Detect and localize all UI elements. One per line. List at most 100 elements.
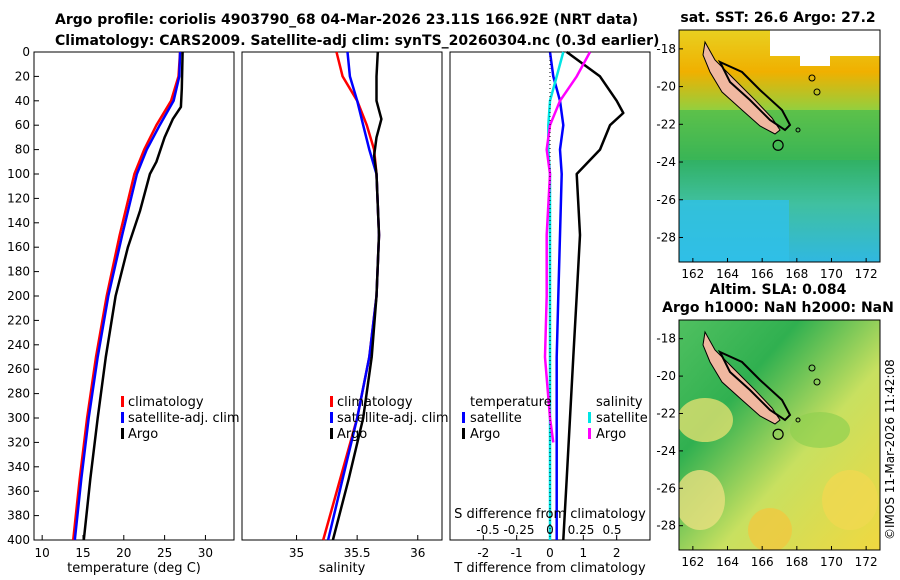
island-contour — [808, 74, 816, 82]
y-tick-label: 100 — [7, 167, 30, 181]
island-contour — [808, 364, 816, 372]
salinity-x-label: salinity — [319, 561, 366, 576]
sla-field-high — [679, 398, 733, 442]
legend-label-climatology: climatology — [128, 395, 204, 410]
legend-swatch-t-argo — [462, 428, 465, 439]
legend-swatch-climatology — [121, 396, 124, 407]
s-difference-tick-label: 0.5 — [602, 523, 621, 537]
temperature-x-ticks: 10 15 20 25 30 — [35, 535, 213, 560]
s-difference-tick-label: -0.25 — [503, 523, 534, 537]
map-x-tick-label: 166 — [751, 267, 774, 281]
map-y-tick-label: -22 — [656, 406, 676, 420]
s-difference-tick-label: 0.25 — [568, 523, 595, 537]
x-tick-label: 2 — [613, 546, 621, 560]
x-tick-label: 30 — [198, 546, 213, 560]
map-y-tick-label: -26 — [656, 193, 676, 207]
legend-title-salinity: salinity — [596, 395, 643, 410]
map-x-tick-label: 172 — [855, 267, 878, 281]
y-tick-label: 140 — [7, 216, 30, 230]
series-line-satellite-adj-clim — [73, 51, 182, 541]
legend-label-argo: Argo — [128, 427, 158, 442]
temperature-legend: climatology satellite-adj. clim Argo — [121, 395, 240, 442]
s-difference-ticks: -0.5 -0.25 0 0.25 0.5 — [476, 523, 621, 537]
legend-swatch-satellite — [330, 412, 333, 423]
map-x-tick-label: 164 — [716, 267, 739, 281]
y-tick-label: 380 — [7, 509, 30, 523]
difference-legend: temperature satellite Argo salinity sate… — [462, 395, 648, 442]
map-x-tick-label: 168 — [785, 555, 808, 569]
x-tick-label: 35.5 — [344, 546, 371, 560]
series-line-argo — [331, 51, 383, 541]
map-x-tick-label: 162 — [681, 555, 704, 569]
map-y-tick-label: -18 — [656, 332, 676, 346]
sst-map-frame — [678, 29, 881, 263]
sst-cloud-mask — [770, 30, 880, 56]
x-tick-label: 20 — [116, 546, 131, 560]
legend-swatch-argo — [330, 428, 333, 439]
map-x-tick-label: 164 — [716, 555, 739, 569]
map-x-tick-label: 168 — [785, 267, 808, 281]
map-y-tick-label: -18 — [656, 42, 676, 56]
map-y-tick-label: -20 — [656, 80, 676, 94]
argo-position-marker — [772, 428, 784, 440]
x-tick-label: 10 — [35, 546, 50, 560]
sla-field-mid — [790, 412, 850, 448]
x-tick-label: -1 — [511, 546, 523, 560]
island-contour — [813, 378, 821, 386]
x-tick-label: -2 — [477, 546, 489, 560]
salinity-legend: climatology satellite-adj. clim Argo — [330, 395, 449, 442]
y-tick-label: 260 — [7, 362, 30, 376]
sst-map-field — [679, 30, 880, 262]
legend-label-argo: Argo — [337, 427, 367, 442]
x-tick-label: 15 — [75, 546, 90, 560]
y-tick-label: 200 — [7, 289, 30, 303]
map-y-tick-label: -20 — [656, 369, 676, 383]
x-tick-label: 35 — [289, 546, 304, 560]
series-line-argo — [82, 51, 184, 541]
x-tick-label: 36 — [410, 546, 425, 560]
sla-field-high — [748, 508, 792, 550]
legend-swatch-s-satellite — [588, 412, 591, 423]
map-y-tick-label: -28 — [656, 230, 676, 244]
legend-label-satellite: satellite-adj. clim — [128, 411, 240, 426]
temperature-y-ticks: 0 20 40 60 80 100 120 140 160 180 200 220 240 260 280 3… — [7, 45, 39, 547]
map-x-tick-label: 172 — [855, 555, 878, 569]
s-difference-tick-label: -0.5 — [476, 523, 499, 537]
y-tick-label: 0 — [22, 45, 30, 59]
y-tick-label: 40 — [15, 94, 30, 108]
sst-map-ticks: 162 164 166 168 170 172 -18 -20 -22 -24 -26 -28 — [656, 42, 877, 281]
map-y-tick-label: -24 — [656, 444, 676, 458]
legend-label-t-satellite: satellite — [470, 411, 522, 426]
sla-field-high — [822, 470, 878, 530]
legend-title-temperature: temperature — [470, 395, 552, 410]
y-tick-label: 120 — [7, 191, 30, 205]
sst-field-cold-patch — [679, 200, 789, 262]
sst-map-title: sat. SST: 26.6 Argo: 27.2 — [680, 10, 875, 26]
x-tick-label: 25 — [157, 546, 172, 560]
series-line-satellite-adj-clim — [326, 51, 381, 541]
sst-cloud-mask — [800, 56, 830, 66]
y-tick-label: 360 — [7, 484, 30, 498]
temperature-x-label: temperature (deg C) — [67, 561, 201, 576]
island-contour — [795, 417, 801, 423]
y-tick-label: 20 — [15, 69, 30, 83]
salinity-series — [321, 51, 383, 541]
series-line-s-argo — [543, 51, 592, 443]
y-tick-label: 300 — [7, 411, 30, 425]
map-x-tick-label: 170 — [820, 555, 843, 569]
legend-label-s-satellite: satellite — [596, 411, 648, 426]
sla-field-high — [679, 470, 725, 530]
temperature-series — [71, 51, 184, 541]
series-line-t-satellite — [548, 51, 565, 540]
map-x-tick-label: 166 — [751, 555, 774, 569]
y-tick-label: 400 — [7, 533, 30, 547]
series-line-t-argo — [562, 50, 625, 541]
s-difference-tick-label: 0 — [546, 523, 554, 537]
sla-map-field — [679, 320, 880, 550]
coastline-contour — [717, 59, 792, 132]
legend-swatch-s-argo — [588, 428, 591, 439]
y-tick-label: 280 — [7, 387, 30, 401]
sst-field-band — [679, 110, 880, 160]
legend-label-climatology: climatology — [337, 395, 413, 410]
sla-map-ticks: 162 164 166 168 170 172 -18 -20 -22 -24 -26 -28 — [656, 332, 877, 569]
